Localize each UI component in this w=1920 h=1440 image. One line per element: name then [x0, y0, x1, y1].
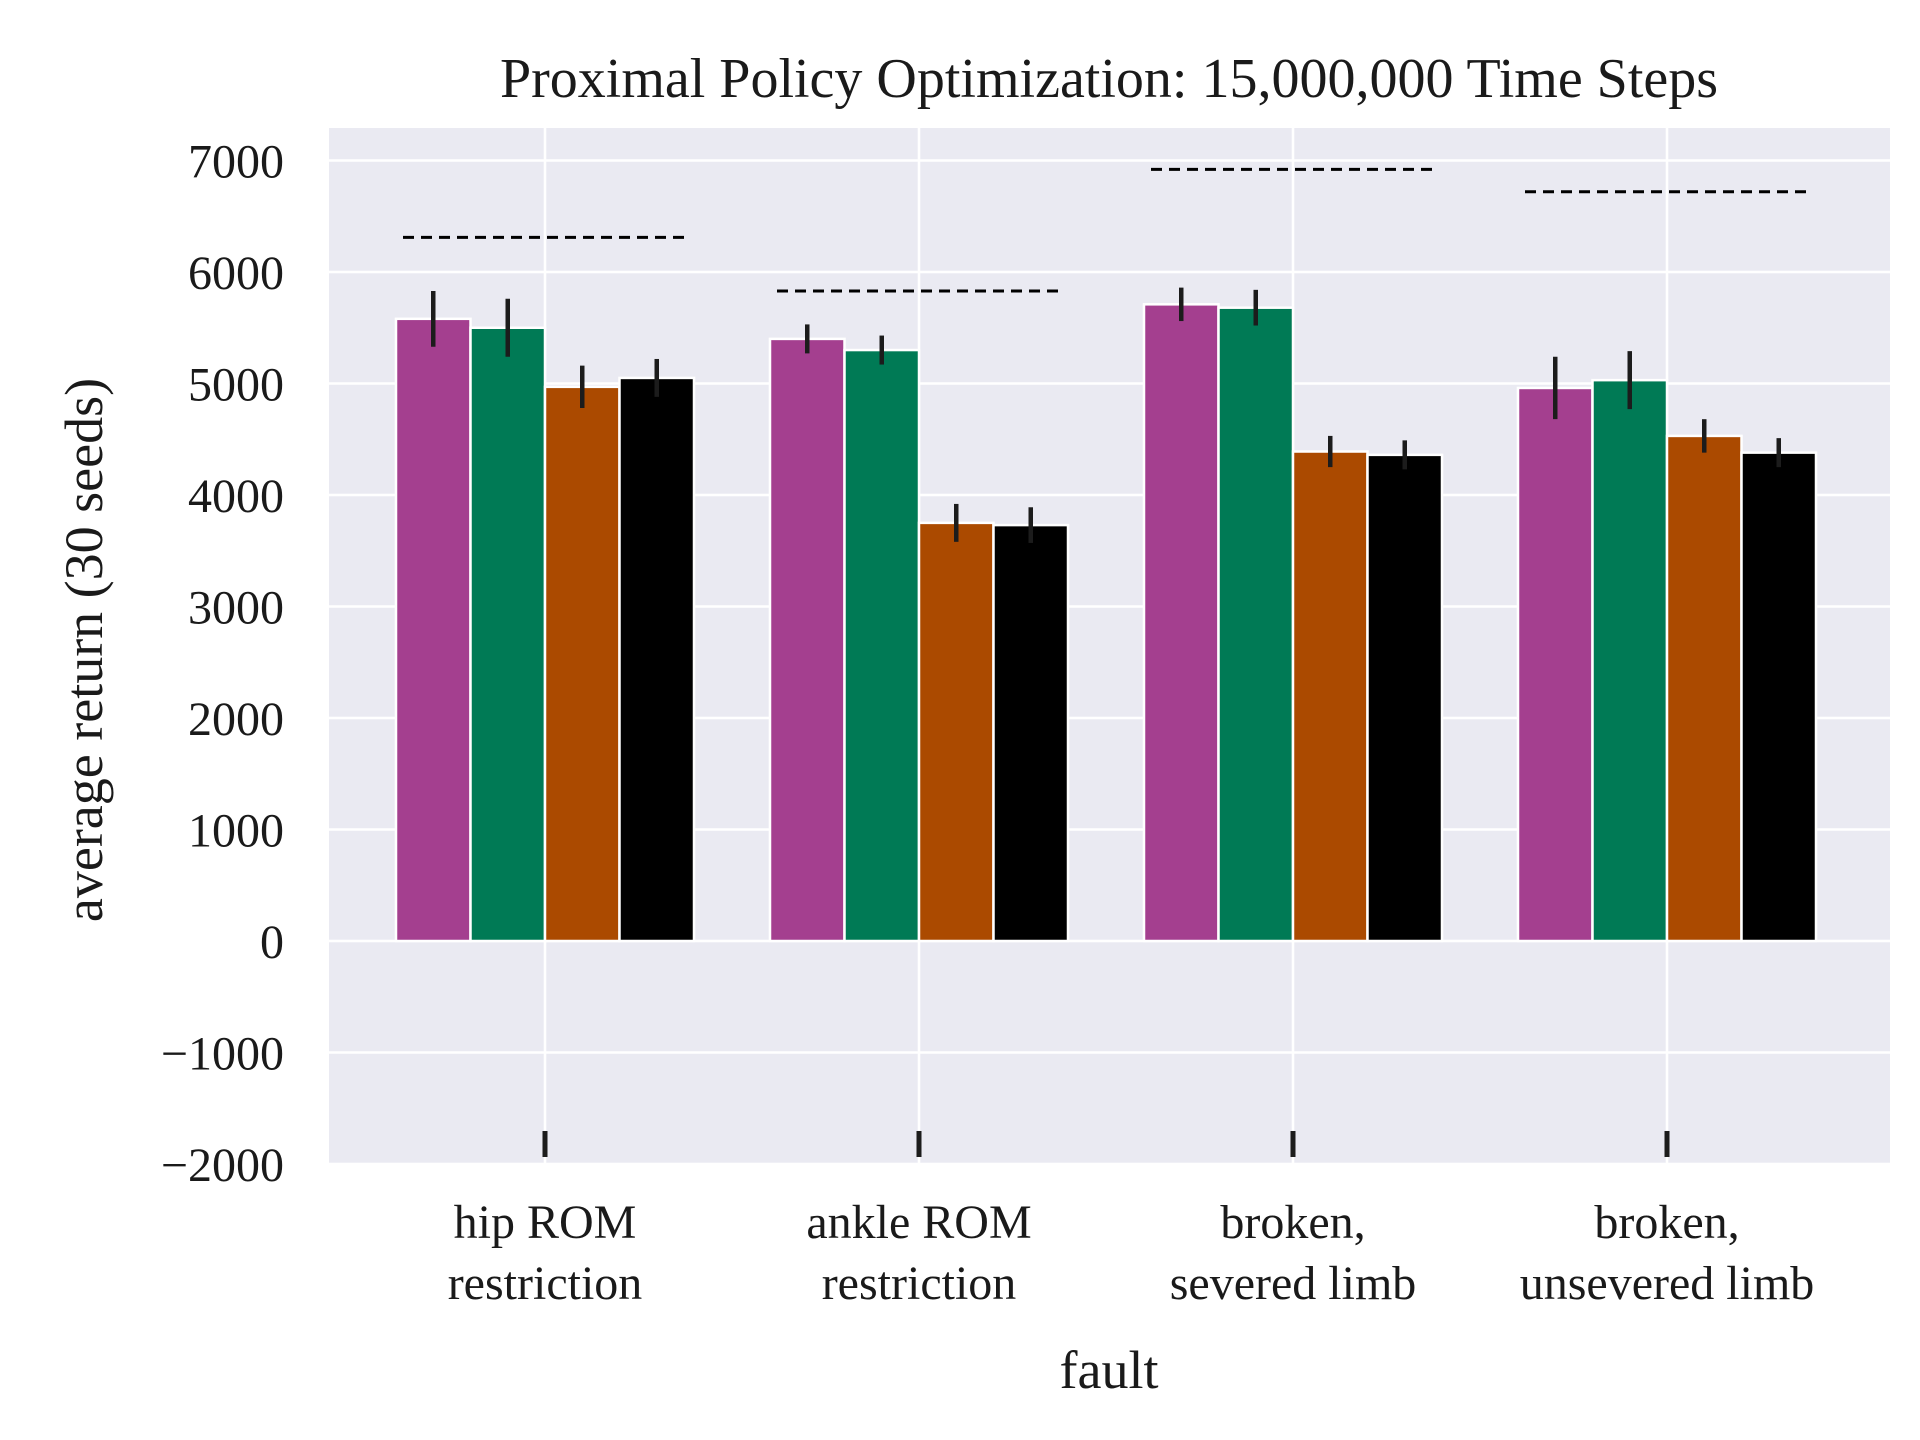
bar [618, 376, 696, 943]
y-tick-label: 5000 [188, 359, 284, 412]
y-tick-label: 3000 [188, 582, 284, 635]
bar [1366, 453, 1444, 943]
bar [1291, 450, 1369, 943]
x-tick-labels: hip ROM restriction ankle ROM restriction br… [448, 1196, 1815, 1310]
y-tick-label: 6000 [188, 247, 284, 300]
bar [1740, 451, 1818, 943]
bar [992, 523, 1070, 943]
x-tick-label: ankle ROM restriction [806, 1196, 1031, 1310]
bars [394, 303, 1818, 943]
bar [1142, 303, 1220, 943]
x-ticks [542, 1131, 1670, 1157]
reference-lines [403, 167, 1809, 293]
bar [469, 326, 547, 943]
x-tick-label-line: hip ROM [454, 1196, 637, 1249]
x-tick-label-line: unsevered limb [1520, 1257, 1815, 1310]
chart-title: Proximal Policy Optimization: 15,000,000… [500, 48, 1718, 110]
x-tick-label: broken, unsevered limb [1520, 1196, 1815, 1310]
x-axis-label: fault [1060, 1340, 1159, 1400]
y-tick-label: 2000 [188, 693, 284, 746]
bar [1217, 306, 1295, 943]
y-tick-label: −2000 [161, 1139, 284, 1192]
bar [1665, 434, 1743, 943]
x-tick-label-line: restriction [822, 1257, 1017, 1310]
bar [394, 317, 472, 943]
bar [768, 337, 846, 943]
y-tick-label: 1000 [188, 805, 284, 858]
x-tick-label-line: broken, [1220, 1196, 1365, 1249]
x-tick-label-line: broken, [1594, 1196, 1739, 1249]
y-tick-label: 0 [260, 916, 284, 969]
y-tick-label: −1000 [161, 1028, 284, 1081]
error-bars [431, 287, 1781, 543]
y-tick-label: 7000 [188, 136, 284, 189]
y-tick-label: 4000 [188, 470, 284, 523]
y-tick-labels: 7000 6000 5000 4000 3000 2000 1000 0 −1000 −2000 [161, 136, 284, 1193]
bar [1516, 386, 1594, 943]
bar [543, 385, 621, 943]
x-tick-label-line: severed limb [1170, 1257, 1417, 1310]
x-tick-label-line: ankle ROM [806, 1196, 1031, 1249]
bar [917, 521, 995, 943]
bar [1591, 378, 1669, 943]
y-axis-label: average return (30 seeds) [54, 378, 114, 922]
x-tick-label: broken, severed limb [1170, 1196, 1417, 1310]
x-tick-label: hip ROM restriction [448, 1196, 643, 1310]
x-tick-label-line: restriction [448, 1257, 643, 1310]
bar [843, 348, 921, 943]
